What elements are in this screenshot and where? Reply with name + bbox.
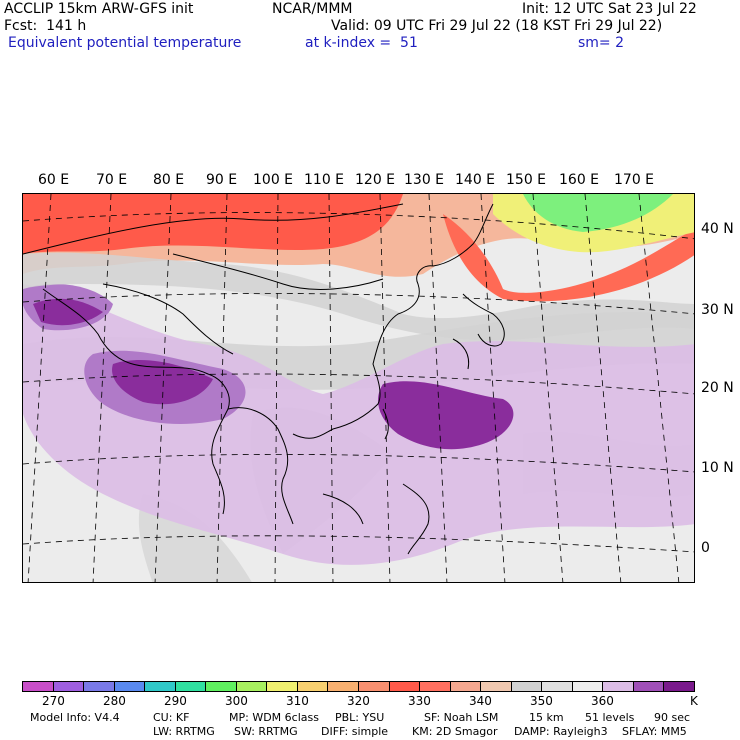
lon-label: 160 E — [559, 172, 600, 188]
cumulus-scheme: CU: KF — [153, 711, 190, 724]
pbl-scheme: PBL: YSU — [335, 711, 385, 724]
colorbar-segment — [420, 682, 451, 691]
colorbar-segment — [633, 682, 665, 691]
time-step: 90 sec — [654, 711, 691, 724]
longwave-scheme: LW: RRTMG — [153, 725, 215, 738]
colorbar-segment — [145, 682, 176, 691]
lat-label: 10 N — [701, 460, 734, 476]
lat-label: 40 N — [701, 221, 734, 237]
forecast-hour: Fcst: 141 h — [4, 18, 87, 34]
map-panel — [22, 193, 695, 583]
colorbar-segment — [206, 682, 237, 691]
colorbar-unit: K — [690, 694, 698, 708]
colorbar-segment — [23, 682, 54, 691]
colorbar-segment — [450, 682, 482, 691]
lon-label: 110 E — [304, 172, 345, 188]
vertical-levels: 51 levels — [585, 711, 635, 724]
lon-label: 150 E — [506, 172, 547, 188]
surface-layer-option: SFLAY: MM5 — [622, 725, 687, 738]
organization-label: NCAR/MMM — [272, 1, 353, 17]
hot-band-east — [443, 214, 694, 302]
lat-label: 0 — [701, 540, 710, 556]
colorbar — [22, 681, 695, 692]
colorbar-tick-label: 320 — [347, 694, 370, 708]
lon-label: 80 E — [153, 172, 185, 188]
hot-band — [23, 194, 403, 254]
valid-time: Valid: 09 UTC Fri 29 Jul 22 (18 KST Fri … — [331, 18, 663, 34]
green-region — [523, 194, 673, 232]
purple-patch — [378, 381, 514, 450]
colorbar-segment — [542, 682, 573, 691]
purple-patch — [33, 298, 103, 326]
purple-patch — [112, 359, 213, 405]
colorbar-segment — [267, 682, 298, 691]
lat-label: 20 N — [701, 380, 734, 396]
colorbar-segment — [389, 682, 421, 691]
gray-band — [23, 252, 694, 341]
colorbar-segment — [297, 682, 329, 691]
colorbar-tick-label: 360 — [591, 694, 614, 708]
lon-label: 140 E — [455, 172, 496, 188]
colorbar-tick-label: 300 — [225, 694, 248, 708]
colorbar-segment — [603, 682, 634, 691]
colorbar-segment — [511, 682, 543, 691]
lon-label: 130 E — [404, 172, 445, 188]
colorbar-segment — [664, 682, 695, 691]
colorbar-segment — [328, 682, 360, 691]
colorbar-tick-label: 340 — [469, 694, 492, 708]
map-canvas — [23, 194, 694, 582]
damping-option: DAMP: Rayleigh3 — [514, 725, 608, 738]
lon-label: 90 E — [206, 172, 238, 188]
shortwave-scheme: SW: RRTMG — [234, 725, 298, 738]
colorbar-tick-label: 270 — [42, 694, 65, 708]
colorbar-tick-label: 310 — [286, 694, 309, 708]
surface-scheme: SF: Noah LSM — [424, 711, 499, 724]
colorbar-tick-label: 350 — [530, 694, 553, 708]
init-time: Init: 12 UTC Sat 23 Jul 22 — [522, 1, 697, 17]
lat-label: 30 N — [701, 302, 734, 318]
coastlines — [23, 203, 505, 555]
smoothing-label: sm= 2 — [578, 35, 625, 51]
model-title: ACCLIP 15km ARW-GFS init — [4, 1, 194, 17]
colorbar-segment — [175, 682, 207, 691]
colorbar-segment — [572, 682, 604, 691]
lon-label: 100 E — [253, 172, 294, 188]
diffusion-option: DIFF: simple — [321, 725, 389, 738]
level-label: at k-index = 51 — [305, 35, 418, 51]
lon-label: 70 E — [96, 172, 128, 188]
microphysics-scheme: MP: WDM 6class — [229, 711, 319, 724]
lon-label: 120 E — [355, 172, 396, 188]
model-info: Model Info: V4.4 — [30, 711, 120, 724]
colorbar-segment — [236, 682, 268, 691]
colorbar-tick-label: 290 — [164, 694, 187, 708]
colorbar-segment — [481, 682, 512, 691]
colorbar-segment — [84, 682, 115, 691]
lon-label: 170 E — [614, 172, 655, 188]
field-name: Equivalent potential temperature — [8, 35, 242, 51]
colorbar-tick-label: 330 — [408, 694, 431, 708]
colorbar-segment — [359, 682, 390, 691]
colorbar-tick-label: 280 — [103, 694, 126, 708]
km-option: KM: 2D Smagor — [412, 725, 498, 738]
colorbar-segment — [53, 682, 85, 691]
lilac-region — [23, 284, 694, 565]
grid-spacing: 15 km — [529, 711, 564, 724]
colorbar-segment — [114, 682, 146, 691]
lon-label: 60 E — [38, 172, 70, 188]
